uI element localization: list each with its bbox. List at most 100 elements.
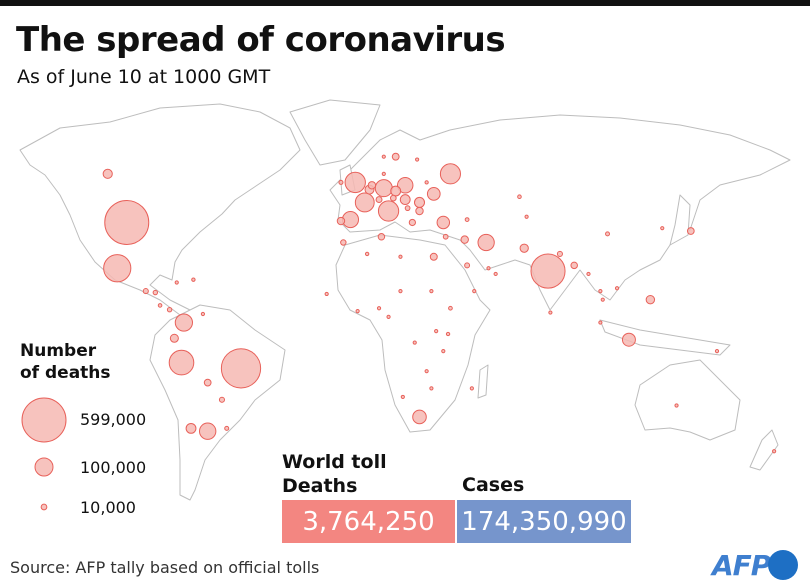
death-bubble	[198, 422, 217, 440]
death-bubble	[376, 306, 382, 311]
death-bubble	[142, 288, 149, 295]
death-bubble	[464, 262, 471, 269]
death-bubble	[386, 314, 391, 319]
death-bubble	[168, 349, 195, 376]
death-bubble	[398, 289, 403, 294]
death-bubble	[486, 266, 491, 271]
page-title: The spread of coronavirus	[16, 20, 506, 60]
death-bubble	[344, 171, 366, 194]
legend-circle	[34, 457, 54, 477]
death-bubble	[374, 179, 393, 198]
death-bubble	[104, 199, 150, 245]
death-bubble	[400, 394, 405, 400]
death-bubble	[472, 289, 477, 294]
death-bubble	[377, 233, 386, 241]
death-bubble	[464, 217, 470, 223]
afp-logo-dot	[768, 550, 798, 580]
death-bubble	[645, 294, 656, 305]
land-africa	[335, 234, 491, 433]
death-bubble	[415, 157, 420, 162]
land-south-america	[149, 304, 286, 501]
death-bubble	[434, 329, 439, 334]
death-bubble	[220, 348, 262, 389]
death-bubble	[174, 280, 179, 285]
death-bubble	[174, 313, 194, 332]
death-bubble	[442, 233, 449, 240]
death-bubble	[519, 243, 529, 253]
death-bubble	[185, 422, 197, 434]
death-bubble	[460, 235, 469, 244]
death-bubble	[426, 187, 441, 201]
death-bubble	[381, 171, 386, 176]
legend-circle	[40, 503, 48, 511]
death-bubble	[200, 311, 206, 317]
death-bubble	[598, 289, 603, 294]
death-bubble	[413, 196, 426, 208]
land-new-zealand	[749, 429, 779, 471]
death-bubble	[429, 289, 434, 294]
death-bubble	[157, 303, 163, 308]
death-bubble	[605, 231, 610, 237]
land-eurasia	[329, 114, 791, 311]
death-bubble	[354, 192, 375, 213]
legend-circle	[21, 397, 67, 443]
land-greenland	[289, 99, 381, 166]
death-bubble	[477, 233, 495, 252]
cases-value-box: 174,350,990	[457, 500, 631, 543]
death-bubble	[364, 251, 370, 257]
death-bubble	[103, 254, 132, 283]
death-bubble	[660, 226, 665, 231]
legend-title-line1: Number	[20, 341, 97, 361]
cases-label: Cases	[462, 474, 525, 496]
death-bubble	[169, 333, 179, 343]
death-bubble	[191, 277, 196, 282]
death-bubble	[412, 409, 427, 425]
death-bubble	[381, 154, 386, 159]
land-indonesia	[599, 319, 731, 356]
world-toll-heading: World toll Deaths	[282, 450, 387, 498]
death-bubble	[398, 254, 403, 259]
death-bubble	[517, 194, 522, 200]
death-bubble	[600, 297, 605, 302]
legend-label-small: 10,000	[80, 498, 136, 517]
death-bubble	[524, 214, 529, 219]
death-bubble	[530, 253, 566, 289]
death-bubble	[714, 349, 720, 354]
death-bubble	[391, 152, 400, 161]
legend-title-line2: of deaths	[20, 363, 111, 383]
death-bubble	[390, 185, 402, 197]
death-bubble	[621, 332, 636, 347]
land-japan	[669, 194, 691, 246]
death-bubble	[218, 396, 226, 403]
death-bubble	[469, 386, 474, 391]
death-bubble	[570, 261, 578, 270]
death-bubble	[336, 216, 346, 226]
death-bubble	[203, 378, 212, 387]
afp-logo: AFP	[712, 549, 771, 582]
death-bubble	[152, 289, 159, 296]
legend-circles	[21, 397, 67, 511]
legend-title: Number of deaths	[20, 340, 111, 384]
death-bubble	[448, 305, 453, 311]
page-subtitle: As of June 10 at 1000 GMT	[17, 66, 271, 88]
death-bubble	[548, 310, 553, 315]
death-bubble	[493, 271, 498, 277]
death-bubble	[598, 320, 603, 325]
death-bubble	[340, 239, 347, 246]
death-bubble	[439, 163, 461, 185]
death-bubble	[355, 309, 360, 314]
world-toll-title: World toll	[282, 451, 387, 473]
death-bubble	[396, 177, 414, 194]
death-bubble	[556, 250, 563, 257]
death-bubble	[674, 403, 679, 408]
death-bubble	[166, 306, 173, 313]
death-bubble	[686, 227, 695, 235]
death-bubble	[429, 386, 434, 391]
death-bubble	[408, 218, 416, 227]
death-bubble	[324, 291, 329, 297]
death-bubble	[424, 369, 429, 374]
death-bubble	[412, 340, 417, 345]
deaths-value-box: 3,764,250	[282, 500, 455, 543]
death-bubbles	[102, 152, 777, 454]
death-bubble	[415, 206, 424, 216]
